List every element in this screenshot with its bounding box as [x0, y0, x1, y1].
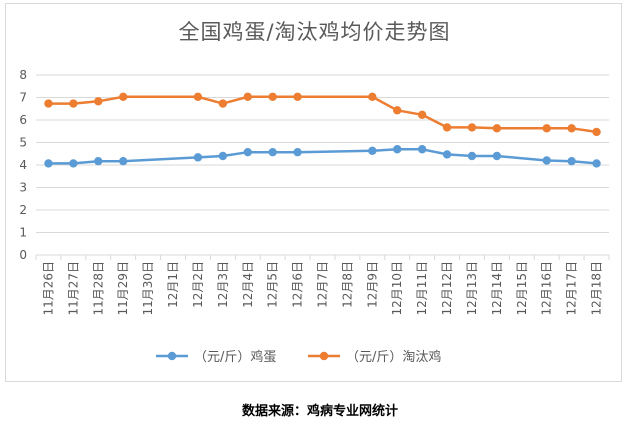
data-point [393, 145, 402, 154]
data-point [567, 156, 576, 166]
data-point [592, 127, 601, 137]
x-tick-label: 11月27日 [66, 261, 80, 316]
data-point [592, 159, 601, 168]
data-point [368, 92, 377, 102]
x-tick-label: 12月18日 [590, 261, 604, 316]
y-tick-label: 1 [19, 226, 27, 240]
x-tick-label: 12月3日 [216, 261, 230, 308]
data-point [567, 124, 576, 133]
data-point [218, 151, 228, 161]
x-tick-label: 12月13日 [465, 261, 479, 316]
y-tick-label: 7 [19, 91, 27, 105]
x-tick-label: 11月28日 [91, 261, 105, 316]
data-point [44, 159, 53, 168]
legend-label: （元/斤）鸡蛋 [194, 349, 276, 365]
x-tick-label: 12月10日 [390, 261, 404, 316]
data-point [94, 97, 103, 106]
data-point [542, 156, 551, 165]
data-point [218, 99, 228, 108]
x-tick-label: 11月26日 [41, 261, 55, 316]
y-tick-label: 3 [19, 181, 27, 195]
data-point [193, 153, 203, 162]
data-point [268, 92, 277, 102]
y-tick-label: 5 [19, 136, 27, 150]
data-source-note: 数据来源：鸡病专业网统计 [241, 404, 398, 419]
x-tick-label: 12月9日 [365, 261, 379, 308]
data-point [268, 147, 277, 157]
chart-title: 全国鸡蛋/淘汰鸡均价走势图 [178, 20, 451, 44]
data-point [94, 156, 103, 166]
y-tick-label: 0 [19, 248, 27, 262]
data-point [118, 156, 128, 166]
x-tick-label: 12月2日 [191, 261, 205, 308]
series-line-1 [48, 148, 597, 165]
x-tick-label: 12月14日 [490, 261, 504, 316]
legend-label: （元/斤）淘汰鸡 [346, 349, 441, 365]
data-point [44, 99, 53, 108]
data-point [467, 123, 477, 132]
x-tick-label: 12月16日 [540, 261, 554, 316]
data-point [417, 145, 427, 154]
legend-marker [167, 351, 177, 361]
data-point [293, 92, 302, 102]
data-point [293, 147, 302, 157]
x-tick-label: 12月7日 [316, 261, 330, 308]
data-point [69, 99, 78, 108]
line-chart: 0 1 2 3 4 5 6 7 8 11月26日 11月27日 11月28日 11月29日 11月30日 1… [19, 68, 610, 365]
chart-frame: 全国鸡蛋/淘汰鸡均价走势图 0 1 2 3 4 5 6 7 8 11月26日 11月27日 11月28… [5, 3, 622, 382]
data-point [417, 110, 427, 120]
x-tick-label: 11月30日 [141, 261, 155, 316]
series-line-2 [48, 95, 597, 134]
y-tick-label: 2 [19, 203, 27, 217]
data-point [442, 123, 452, 132]
x-tick-label: 12月11日 [415, 261, 429, 316]
data-point [193, 92, 203, 102]
y-tick-label: 6 [19, 113, 27, 127]
x-tick-label: 12月12日 [440, 261, 454, 316]
data-point [442, 150, 452, 159]
data-point [368, 146, 377, 156]
data-point [243, 92, 252, 102]
legend-marker [319, 351, 329, 361]
data-point [243, 147, 252, 157]
x-tick-label: 12月5日 [266, 261, 280, 308]
x-tick-label: 11月29日 [116, 261, 130, 316]
data-point [118, 92, 128, 102]
data-point [467, 151, 477, 161]
data-point [393, 106, 402, 115]
x-tick-label: 12月8日 [340, 261, 354, 308]
x-tick-label: 12月4日 [241, 261, 255, 308]
x-tick-label: 12月15日 [515, 261, 529, 316]
data-point [492, 124, 502, 133]
y-tick-label: 4 [19, 158, 27, 172]
data-point [69, 159, 78, 168]
y-tick-label: 8 [19, 68, 27, 82]
x-tick-label: 12月1日 [166, 261, 180, 308]
x-tick-label: 12月6日 [291, 261, 305, 308]
data-point [542, 124, 551, 133]
data-point [492, 151, 502, 161]
x-tick-label: 12月17日 [565, 261, 579, 316]
